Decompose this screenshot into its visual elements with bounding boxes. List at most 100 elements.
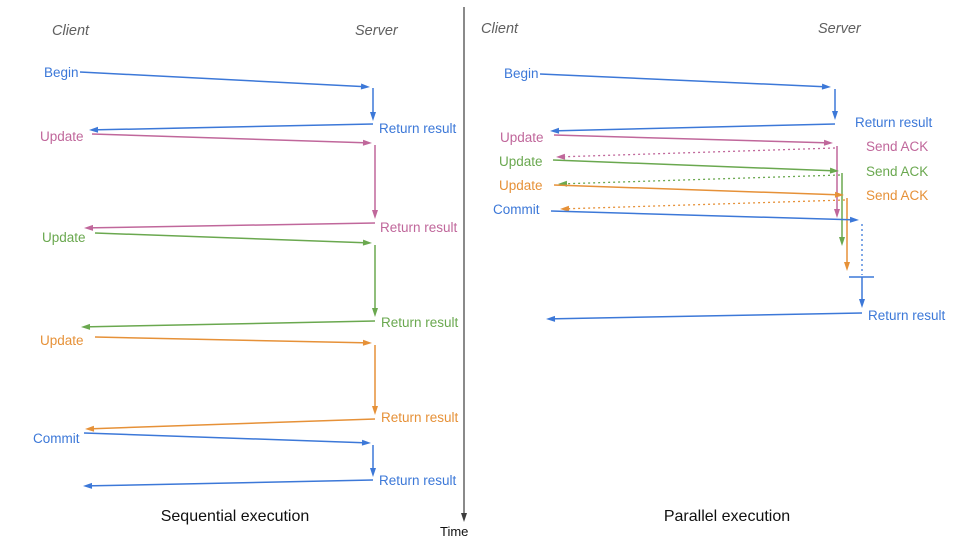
- par-begin-request-arrowhead-icon: [821, 83, 831, 90]
- par-update1-server-exec: [834, 146, 840, 218]
- label-return-result-1-right: Return result: [855, 115, 933, 130]
- par-update3-request-line: [553, 184, 841, 196]
- par-update1-request-line: [553, 134, 830, 144]
- label-update-1-left: Update: [40, 129, 84, 144]
- par-update2-server-exec-arrowhead-icon: [839, 237, 845, 246]
- seq-update1-return-arrowhead-icon: [84, 224, 94, 231]
- par-update1-ack-arrowhead-icon: [556, 153, 566, 160]
- par-update3-ack-arrowhead-icon: [560, 205, 570, 212]
- label-commit-left: Commit: [33, 431, 80, 446]
- par-update2-request-line: [552, 159, 836, 172]
- label-send-ack-3: Send ACK: [866, 188, 928, 203]
- seq-update3-server-exec: [372, 345, 378, 415]
- seq-update2-return-line: [84, 320, 376, 328]
- seq-update1-server-exec-arrowhead-icon: [372, 210, 378, 219]
- seq-begin-request: [79, 71, 370, 90]
- seq-update1-return: [84, 222, 376, 231]
- time-axis-line: [461, 7, 467, 522]
- par-begin-request: [539, 73, 831, 90]
- label-return-result-2-right: Return result: [868, 308, 946, 323]
- par-commit-request-line: [550, 210, 856, 221]
- seq-begin-server-exec: [370, 88, 376, 121]
- label-return-result-1-left: Return result: [379, 121, 457, 136]
- label-return-result-4-left: Return result: [381, 410, 459, 425]
- seq-update1-server-exec: [372, 145, 378, 219]
- label-update-1-right: Update: [500, 130, 544, 145]
- caption-parallel: Parallel execution: [664, 508, 790, 525]
- seq-update3-request: [94, 336, 372, 346]
- seq-update2-request-arrowhead-icon: [362, 239, 372, 246]
- label-begin-right: Begin: [504, 66, 539, 81]
- label-commit-right: Commit: [493, 202, 540, 217]
- seq-update1-request-line: [91, 133, 369, 144]
- server-header-right: Server: [818, 21, 862, 37]
- seq-begin-return-arrowhead-icon: [89, 126, 99, 133]
- par-update3-request: [553, 184, 844, 198]
- par-commit-return-arrowhead-icon: [546, 315, 556, 322]
- server-header-left: Server: [355, 23, 399, 39]
- par-commit-request-arrowhead-icon: [849, 216, 859, 223]
- seq-update1-request: [91, 133, 372, 146]
- seq-commit-return-line: [86, 479, 374, 487]
- client-header-right: Client: [481, 21, 519, 37]
- par-update2-request: [552, 159, 839, 174]
- par-begin-return-arrowhead-icon: [550, 127, 560, 134]
- label-return-result-2-left: Return result: [380, 220, 458, 235]
- seq-update2-request-line: [94, 232, 369, 244]
- par-commit-return-line: [549, 312, 863, 320]
- par-update3-server-exec-arrowhead-icon: [844, 262, 850, 271]
- par-update3-request-arrowhead-icon: [834, 191, 844, 198]
- seq-update3-request-line: [94, 336, 369, 344]
- par-begin-server-exec: [832, 89, 838, 120]
- seq-begin-return: [89, 123, 374, 133]
- par-update2-ack-line: [561, 174, 841, 185]
- seq-commit-request: [83, 432, 371, 446]
- label-update-3-left: Update: [40, 333, 84, 348]
- label-send-ack-1: Send ACK: [866, 139, 928, 154]
- seq-update2-server-exec-arrowhead-icon: [372, 308, 378, 317]
- label-send-ack-2: Send ACK: [866, 164, 928, 179]
- seq-update3-return-arrowhead-icon: [85, 425, 95, 432]
- label-begin-left: Begin: [44, 65, 79, 80]
- seq-update3-server-exec-arrowhead-icon: [372, 406, 378, 415]
- label-update-2-left: Update: [42, 230, 86, 245]
- seq-update3-return-line: [88, 418, 376, 430]
- par-commit-return: [546, 312, 863, 322]
- seq-update1-request-arrowhead-icon: [362, 139, 372, 146]
- label-return-result-3-left: Return result: [381, 315, 459, 330]
- caption-sequential: Sequential execution: [161, 508, 310, 525]
- seq-commit-request-arrowhead-icon: [361, 439, 371, 446]
- label-return-result-5-left: Return result: [379, 473, 457, 488]
- par-begin-server-exec-arrowhead-icon: [832, 111, 838, 120]
- par-commit-server-exec-arrowhead-icon: [859, 299, 865, 308]
- seq-update3-request-arrowhead-icon: [362, 339, 372, 346]
- par-begin-return: [550, 123, 836, 134]
- par-update1-ack: [556, 147, 836, 160]
- par-update2-ack: [558, 174, 841, 187]
- label-update-3-right: Update: [499, 178, 543, 193]
- seq-update2-return: [81, 320, 376, 330]
- time-axis-line-arrowhead-icon: [461, 513, 467, 522]
- seq-update2-return-arrowhead-icon: [81, 323, 91, 330]
- par-update1-ack-line: [559, 147, 836, 158]
- par-commit-server-exec: [859, 277, 865, 308]
- par-commit-request: [550, 210, 859, 223]
- seq-begin-return-line: [92, 123, 374, 131]
- par-begin-request-line: [539, 73, 828, 88]
- par-begin-return-line: [553, 123, 836, 132]
- seq-update3-return: [85, 418, 376, 432]
- time-axis-label: Time: [440, 524, 468, 539]
- seq-update2-request: [94, 232, 372, 246]
- seq-begin-server-exec-arrowhead-icon: [370, 112, 376, 121]
- par-update2-server-exec: [839, 173, 845, 246]
- label-update-2-right: Update: [499, 154, 543, 169]
- par-update3-ack-line: [563, 199, 846, 210]
- seq-begin-request-arrowhead-icon: [360, 83, 370, 90]
- par-update1-server-exec-arrowhead-icon: [834, 209, 840, 218]
- par-update2-request-arrowhead-icon: [829, 167, 839, 174]
- seq-update1-return-line: [87, 222, 376, 229]
- seq-update2-server-exec: [372, 245, 378, 317]
- par-update3-ack: [560, 199, 846, 212]
